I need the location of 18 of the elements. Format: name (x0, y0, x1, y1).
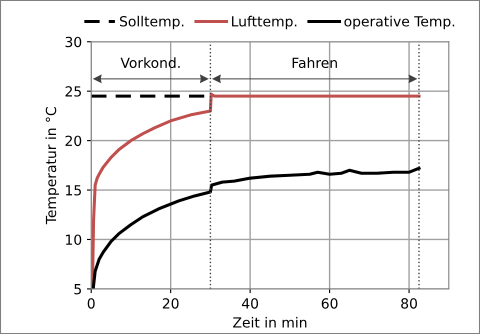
legend-label: operative Temp. (344, 16, 454, 30)
x-tick-label: 80 (401, 298, 417, 309)
y-tick-label: 15 (66, 185, 81, 196)
legend-label: Solltemp. (120, 16, 184, 30)
x-tick-label: 20 (162, 298, 179, 309)
annotation: Vorkond. (120, 57, 180, 68)
x-axis-title: Zeit in min (233, 316, 306, 328)
y-tick-label: 20 (66, 136, 82, 146)
y-tick-label: 10 (66, 234, 82, 245)
annotation: Fahren (292, 57, 337, 68)
legend-label: Lufttemp. (232, 16, 296, 30)
y-tick-label: 30 (66, 36, 82, 48)
y-tick-label: 25 (66, 86, 81, 97)
y-axis-title: Temperatur in °C (46, 107, 59, 224)
y-tick-label: 5 (74, 284, 81, 294)
x-tick-label: 60 (322, 298, 338, 309)
x-tick-label: 0 (88, 298, 95, 309)
x-tick-label: 40 (242, 298, 258, 309)
